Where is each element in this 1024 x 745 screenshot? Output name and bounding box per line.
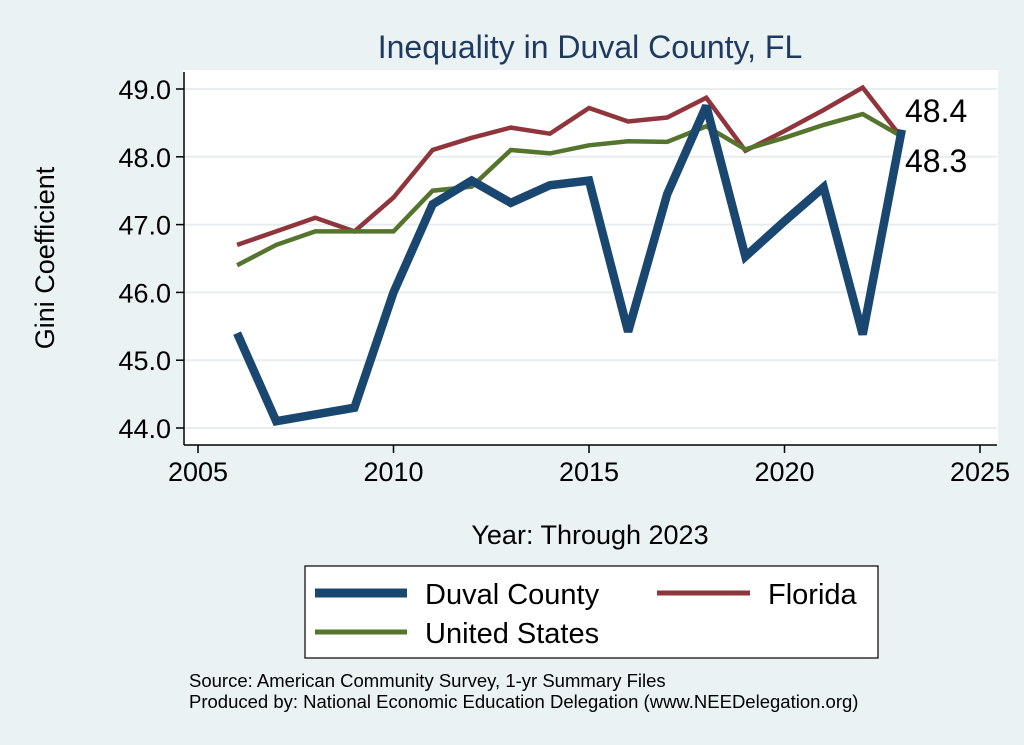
x-axis-title: Year: Through 2023	[471, 520, 708, 550]
legend: Duval County Florida United States	[304, 565, 879, 659]
legend-label-duval-county: Duval County	[425, 579, 600, 611]
y-tick-label: 44.0	[118, 414, 171, 444]
series-line-duval-county	[233, 104, 906, 426]
y-axis-title: Gini Coefficient	[30, 166, 60, 349]
x-tick-label: 2020	[754, 457, 814, 487]
series-line-united-states	[236, 111, 903, 268]
y-tick-label: 46.0	[118, 278, 171, 308]
y-tick-label: 45.0	[118, 346, 171, 376]
x-tick-label: 2010	[363, 457, 423, 487]
source-note: Source: American Community Survey, 1-yr …	[189, 670, 666, 691]
legend-box	[304, 565, 879, 659]
plot-area	[183, 70, 998, 445]
axis-ticks: 44.0 45.0 46.0 47.0 48.0 49.0 2005 2010 2015 2020…	[118, 75, 1010, 487]
y-tick-label: 47.0	[118, 211, 171, 241]
x-tick-label: 2025	[950, 457, 1010, 487]
y-tick-label: 49.0	[118, 75, 171, 105]
series-line-florida	[236, 84, 904, 248]
legend-label-united-states: United States	[425, 618, 599, 650]
producer-note: Produced by: National Economic Education…	[189, 691, 858, 712]
x-tick-label: 2015	[559, 457, 619, 487]
x-tick-label: 2005	[168, 457, 228, 487]
legend-label-florida: Florida	[768, 579, 858, 611]
series-lines	[233, 84, 906, 426]
end-label-duval: 48.4	[905, 93, 967, 129]
end-label-us: 48.3	[905, 143, 967, 179]
y-tick-label: 48.0	[118, 143, 171, 173]
chart-title: Inequality in Duval County, FL	[378, 29, 803, 65]
